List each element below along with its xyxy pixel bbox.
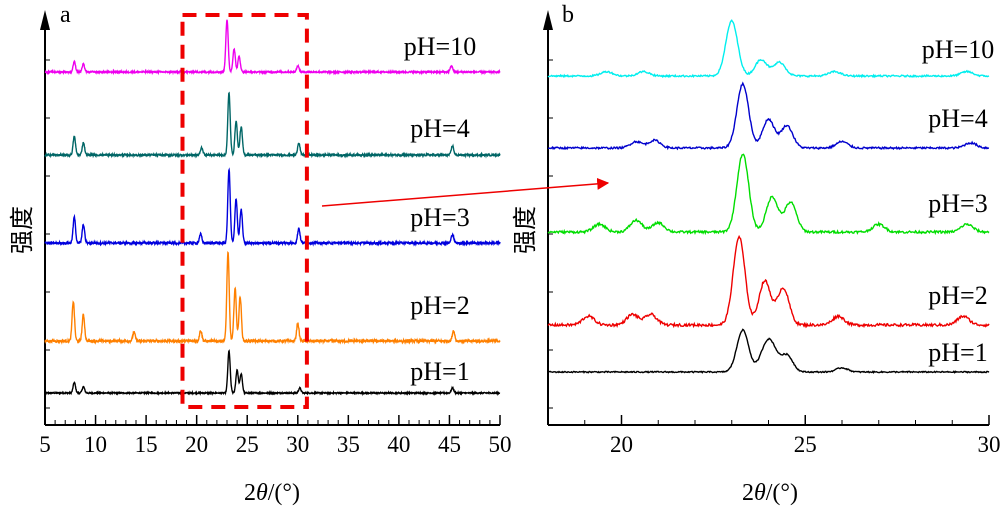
series-label: pH=1 bbox=[928, 338, 987, 367]
series-line-ph-3 bbox=[44, 167, 501, 247]
x-tick-label: 35 bbox=[337, 432, 360, 457]
panel-a-axes: 5 10 15 20 25 30 35 40 45 50 a 2θ/(°) 强度 bbox=[8, 2, 512, 506]
panel-a-series-labels: pH=1 pH=2 pH=3 pH=4 pH=10 bbox=[404, 32, 476, 386]
series-line-ph-10 bbox=[44, 19, 501, 76]
x-tick-label: 25 bbox=[794, 432, 817, 457]
panel-b-axes: 20 25 30 b 2θ/(°) 强度 bbox=[511, 2, 1000, 506]
panel-b-ylabel: 强度 bbox=[511, 206, 539, 254]
panel-a-xlabel: 2θ/(°) bbox=[244, 480, 300, 506]
panel-b-xlabel: 2θ/(°) bbox=[742, 480, 798, 506]
panel-a-tick-labels: 5 10 15 20 25 30 35 40 45 50 bbox=[39, 432, 511, 457]
x-tick-label: 20 bbox=[610, 432, 633, 457]
series-line-ph-1 bbox=[547, 328, 990, 374]
panel-b-tick-labels: 20 25 30 bbox=[610, 432, 1000, 457]
series-label: pH=10 bbox=[404, 32, 476, 61]
series-line-ph-3 bbox=[547, 153, 990, 236]
series-line-ph-10 bbox=[547, 19, 990, 79]
x-tick-label: 25 bbox=[236, 432, 259, 457]
zoom-highlight-box bbox=[180, 13, 309, 409]
zoom-arrow bbox=[321, 177, 610, 207]
panel-a-ticks bbox=[44, 59, 501, 425]
x-tick-label: 40 bbox=[387, 432, 410, 457]
panel-b-series bbox=[547, 19, 990, 374]
series-label: pH=10 bbox=[922, 35, 994, 64]
series-line-ph-4 bbox=[44, 91, 501, 159]
panel-b-letter: b bbox=[562, 2, 574, 28]
series-label: pH=2 bbox=[928, 281, 987, 310]
x-tick-label: 50 bbox=[489, 432, 512, 457]
x-tick-label: 15 bbox=[135, 432, 158, 457]
panel-b-y-arrow bbox=[543, 10, 553, 30]
series-line-ph-2 bbox=[547, 234, 990, 329]
series-label: pH=1 bbox=[410, 357, 469, 386]
panel-a-series bbox=[44, 19, 501, 397]
series-label: pH=3 bbox=[928, 189, 987, 218]
x-tick-label: 30 bbox=[286, 432, 309, 457]
panel-a-y-arrow bbox=[40, 10, 50, 30]
panel-b-series-labels: pH=1 pH=2 pH=3 pH=4 pH=10 bbox=[922, 35, 994, 367]
series-label: pH=2 bbox=[410, 291, 469, 320]
series-line-ph-4 bbox=[548, 81, 990, 151]
x-tick-label: 10 bbox=[84, 432, 107, 457]
panel-b-ticks bbox=[547, 59, 990, 425]
series-label: pH=4 bbox=[410, 114, 469, 143]
series-label: pH=3 bbox=[410, 203, 469, 232]
panel-a-ylabel: 强度 bbox=[8, 206, 36, 254]
series-line-ph-1 bbox=[44, 349, 501, 397]
series-line-ph-2 bbox=[44, 251, 501, 345]
x-tick-label: 5 bbox=[39, 432, 51, 457]
x-tick-label: 20 bbox=[185, 432, 208, 457]
x-tick-label: 30 bbox=[978, 432, 1000, 457]
series-label: pH=4 bbox=[928, 104, 987, 133]
x-tick-label: 45 bbox=[438, 432, 461, 457]
panel-a-letter: a bbox=[60, 2, 71, 28]
